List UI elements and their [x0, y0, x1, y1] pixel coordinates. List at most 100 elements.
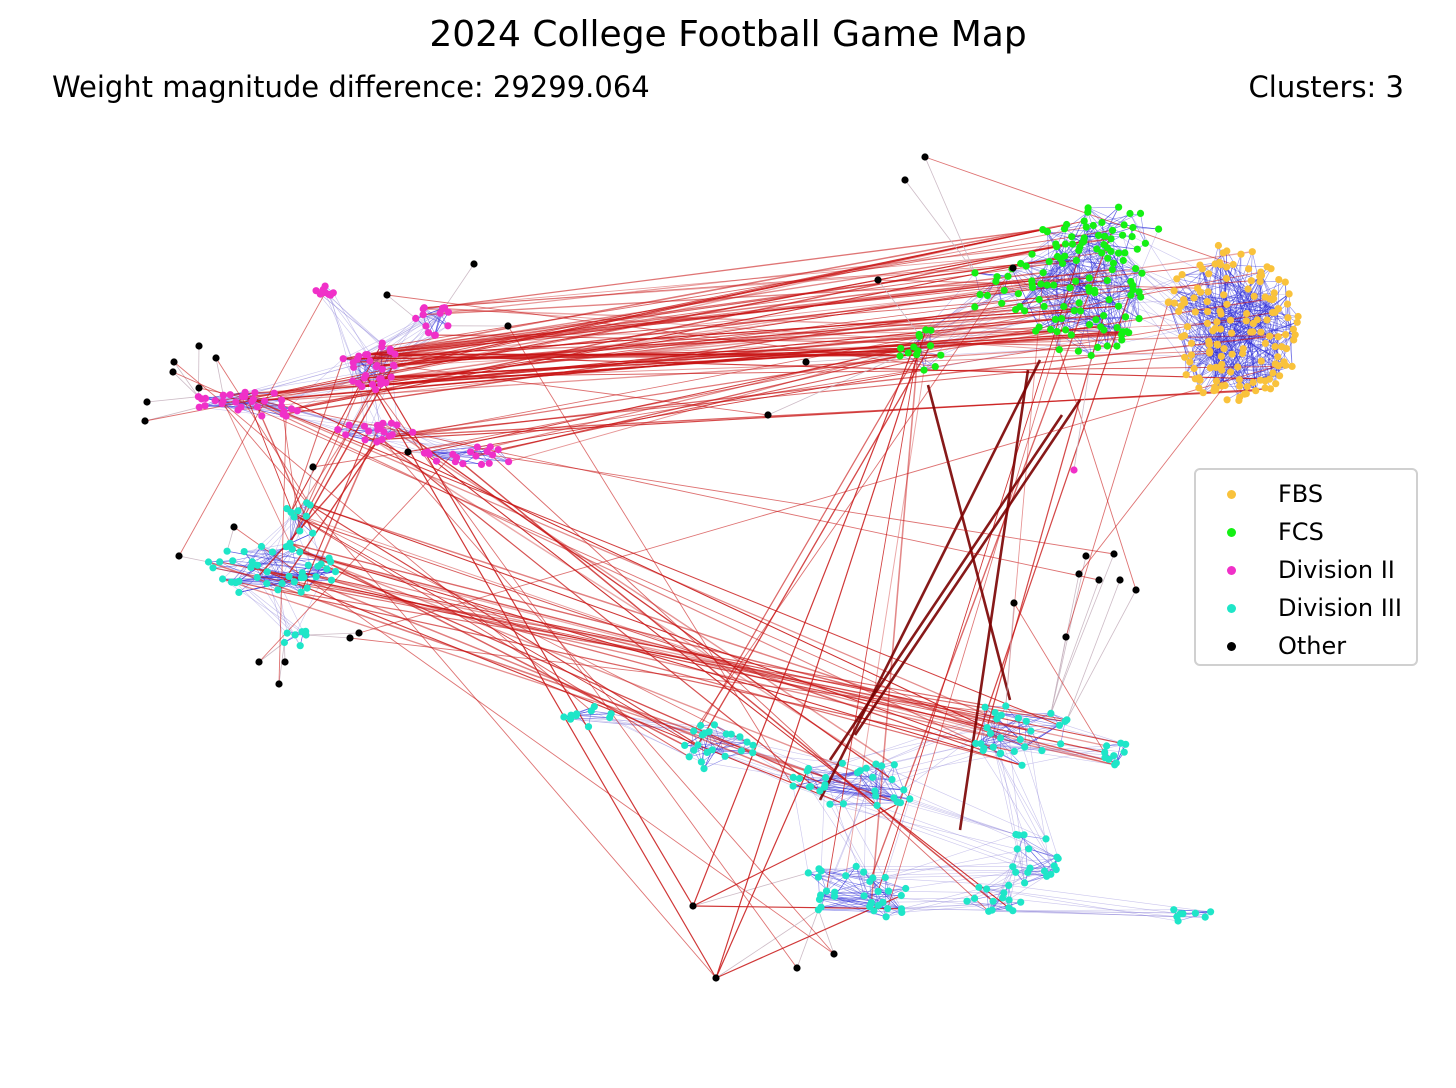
- game-edge-cross: [365, 374, 717, 979]
- node-division-ii: [251, 389, 259, 397]
- node-division-iii: [694, 741, 702, 749]
- node-other: [355, 629, 363, 637]
- node-division-iii: [240, 548, 248, 556]
- node-division-iii: [804, 869, 812, 877]
- game-edge-conference: [818, 870, 1045, 878]
- node-fbs: [1177, 302, 1185, 310]
- node-fbs: [1291, 331, 1299, 339]
- node-division-iii: [989, 897, 997, 905]
- game-edge-conference: [824, 786, 1057, 870]
- node-other: [901, 176, 909, 184]
- node-division-iii: [327, 576, 336, 584]
- game-edge-cross: [357, 305, 1119, 360]
- node-division-ii: [350, 363, 358, 371]
- node-fbs: [1248, 248, 1256, 256]
- node-fcs: [1107, 247, 1115, 255]
- game-edge-conference: [1008, 885, 1211, 913]
- game-edge-intra: [1088, 206, 1119, 209]
- node-fcs: [927, 326, 935, 334]
- game-edge-other: [407, 315, 1104, 453]
- node-division-iii: [1018, 761, 1026, 769]
- game-edge-intra: [1050, 290, 1090, 330]
- game-edge-conference: [897, 801, 1016, 835]
- node-division-iii: [866, 877, 874, 886]
- game-edge-conference: [358, 311, 449, 357]
- node-fcs: [1133, 245, 1141, 253]
- game-edge-cross: [692, 346, 915, 907]
- game-edge-conference: [1043, 272, 1270, 380]
- node-division-iii: [302, 631, 310, 639]
- game-edge-conference: [368, 376, 392, 432]
- node-division-iii: [607, 710, 615, 718]
- game-edge-intra: [712, 741, 748, 751]
- node-fbs: [1278, 343, 1286, 351]
- game-edge-other: [226, 526, 235, 552]
- game-edge-cross: [290, 511, 690, 758]
- node-fbs: [1249, 378, 1257, 387]
- node-fbs: [1261, 377, 1269, 385]
- game-edge-other: [507, 325, 794, 787]
- node-division-iii: [235, 577, 243, 585]
- node-other: [1010, 599, 1018, 607]
- node-fcs: [1060, 302, 1068, 311]
- node-division-iii: [839, 800, 848, 808]
- game-edge-conference: [611, 713, 748, 743]
- node-division-iii: [749, 741, 757, 749]
- game-edge-intra: [825, 765, 882, 778]
- node-other: [830, 950, 838, 958]
- game-edge-cross: [412, 298, 1270, 433]
- node-fcs: [1098, 249, 1106, 257]
- node-division-iii: [1000, 889, 1008, 897]
- legend-marker-fbs: [1227, 490, 1236, 499]
- game-edge-intra: [232, 551, 273, 562]
- node-division-iii: [1179, 910, 1187, 918]
- game-edge-cross: [367, 354, 1270, 380]
- node-division-iii: [296, 548, 304, 556]
- legend-entry-other: Other: [1196, 628, 1416, 666]
- node-fcs: [1128, 233, 1136, 241]
- node-division-iii: [789, 773, 797, 782]
- node-division-iii: [983, 724, 991, 732]
- node-division-ii: [372, 363, 380, 371]
- node-division-ii: [270, 389, 278, 397]
- node-division-ii: [489, 451, 497, 459]
- game-edge-intra: [1174, 287, 1198, 304]
- figure-title: 2024 College Football Game Map: [429, 14, 1027, 55]
- node-fcs: [1053, 252, 1062, 261]
- node-fbs: [1206, 364, 1214, 372]
- node-division-ii: [342, 431, 350, 439]
- game-edge-conference: [701, 761, 875, 792]
- node-other: [195, 384, 203, 392]
- game-edge-intra: [872, 877, 906, 889]
- node-fbs: [1204, 288, 1212, 296]
- game-edge-intra: [1011, 268, 1040, 328]
- node-other: [764, 411, 772, 419]
- node-division-iii: [806, 783, 815, 791]
- node-division-iii: [860, 868, 868, 876]
- node-division-iii: [991, 709, 999, 717]
- game-edge-intra: [1029, 865, 1055, 869]
- game-edge-intra: [1183, 271, 1261, 300]
- game-edge-cross: [277, 441, 378, 591]
- game-edge-intra: [1047, 231, 1050, 262]
- node-division-ii: [287, 405, 296, 413]
- node-fbs: [1217, 310, 1225, 318]
- node-division-ii: [420, 449, 429, 457]
- node-other: [170, 358, 178, 366]
- node-division-iii: [1012, 830, 1020, 839]
- node-fbs: [1283, 300, 1292, 308]
- node-fcs: [1119, 231, 1127, 239]
- game-edge-cross: [715, 329, 927, 979]
- node-other: [1116, 576, 1124, 584]
- node-division-ii: [432, 457, 441, 465]
- node-division-ii: [293, 407, 301, 415]
- game-edge-intra: [799, 778, 875, 792]
- node-fcs: [1103, 342, 1111, 350]
- node-division-iii: [248, 558, 256, 566]
- node-division-ii: [369, 380, 377, 389]
- node-fbs: [1257, 328, 1265, 336]
- game-edge-conference: [315, 290, 368, 355]
- game-edge-conference: [820, 787, 825, 871]
- game-edge-other: [877, 279, 920, 335]
- node-fbs: [1244, 285, 1252, 293]
